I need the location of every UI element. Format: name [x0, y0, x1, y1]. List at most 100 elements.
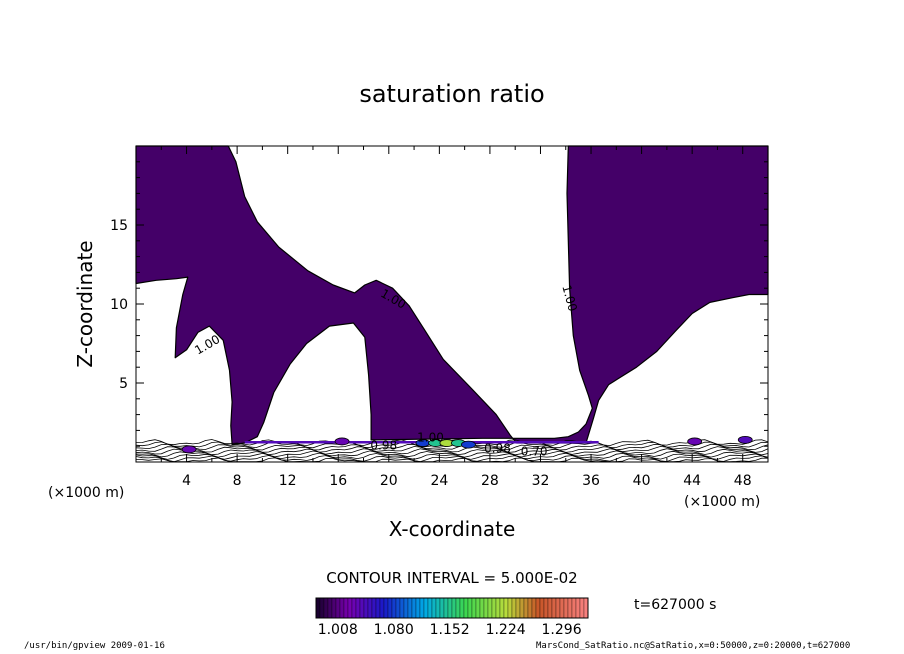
contour-interval-label: CONTOUR INTERVAL = 5.000E-02: [326, 569, 577, 587]
y-tick-label: 10: [110, 297, 128, 313]
colorbar-bin: [319, 597, 325, 619]
colorbar-bin: [543, 597, 549, 619]
footer-file-info: MarsCond_SatRatio.nc@SatRatio,x=0:50000,…: [536, 641, 851, 651]
colorbar-bin: [483, 597, 489, 619]
colorbar-bin: [367, 597, 373, 619]
colorbar-bin: [431, 597, 437, 619]
colorbar-bin: [519, 597, 525, 619]
chart-title: saturation ratio: [359, 80, 544, 108]
colorbar-bin: [411, 597, 417, 619]
colorbar-bin: [371, 597, 377, 619]
colorbar-bin: [475, 597, 481, 619]
colorbar-bin: [455, 597, 461, 619]
colorbar-bin: [391, 597, 397, 619]
colorbar-bin: [399, 597, 405, 619]
x-axis: 4 8 12 16 20 24 28 32 36 40 44 48: [160, 146, 752, 489]
colorbar-bin: [579, 597, 585, 619]
colorbar-bin: [331, 597, 337, 619]
colorbar-bin: [419, 597, 425, 619]
colorbar-bin: [463, 597, 469, 619]
colorbar-bin: [571, 597, 577, 619]
colorbar-bin: [379, 597, 385, 619]
colorbar-bin: [583, 597, 589, 619]
colorbar-bin: [327, 597, 333, 619]
colorbar-bin: [363, 597, 369, 619]
saturation-anomaly: [181, 445, 197, 454]
saturation-anomaly: [687, 437, 703, 446]
colorbar-bin: [407, 597, 413, 619]
colorbar-bin: [423, 597, 429, 619]
contour-fills: [135, 145, 769, 446]
contour-lines: [135, 435, 769, 463]
colorbar-bin: [539, 597, 545, 619]
x-tick-label: 4: [182, 473, 191, 489]
colorbar-bin: [335, 597, 341, 619]
colorbar-bin: [499, 597, 505, 619]
colorbar: 1.008 1.080 1.152 1.224 1.296: [315, 597, 589, 638]
colorbar-bin: [427, 597, 433, 619]
contour-label: 0.98: [370, 438, 397, 452]
contour-label: 0.70: [521, 445, 548, 459]
x-tick-label: 16: [329, 473, 347, 489]
colorbar-tick-label: 1.152: [430, 622, 470, 638]
x-tick-label: 36: [582, 473, 600, 489]
plot-area: 1.001.00 1.001.000.98 0.98 0.70: [135, 145, 769, 463]
contour-label: 1.00: [559, 284, 579, 313]
y-tick-label: 5: [119, 376, 128, 392]
contour-label: 0.98: [484, 442, 511, 456]
colorbar-tick-label: 1.080: [374, 622, 414, 638]
surface-contour-line: [135, 455, 769, 463]
colorbar-bin: [559, 597, 565, 619]
colorbar-bin: [535, 597, 541, 619]
colorbar-bin: [523, 597, 529, 619]
contour-label: 1.00: [417, 430, 444, 444]
colorbar-bin: [359, 597, 365, 619]
colorbar-bin: [395, 597, 401, 619]
surface-contour-line: [135, 450, 769, 458]
colorbar-bin: [495, 597, 501, 619]
colorbar-tick-label: 1.296: [542, 622, 582, 638]
x-tick-label: 20: [380, 473, 398, 489]
surface-contour-line: [135, 448, 769, 456]
x-tick-label: 8: [233, 473, 242, 489]
surface-contour-line: [135, 445, 769, 453]
colorbar-bin: [459, 597, 465, 619]
colorbar-bin: [503, 597, 509, 619]
y-tick-label: 15: [110, 218, 128, 234]
x-tick-label: 48: [734, 473, 752, 489]
colorbar-bin: [435, 597, 441, 619]
colorbar-bin: [351, 597, 357, 619]
colorbar-bin: [443, 597, 449, 619]
colorbar-bin: [491, 597, 497, 619]
colorbar-bin: [415, 597, 421, 619]
colorbar-tick-label: 1.224: [486, 622, 526, 638]
colorbar-bin: [507, 597, 513, 619]
supersaturated-region: [135, 145, 769, 446]
colorbar-bin: [515, 597, 521, 619]
saturation-anomaly: [334, 437, 350, 446]
colorbar-bin: [339, 597, 345, 619]
footer-program-info: /usr/bin/gpview 2009-01-16: [24, 641, 165, 651]
colorbar-bin: [563, 597, 569, 619]
colorbar-bin: [323, 597, 329, 619]
colorbar-bin: [467, 597, 473, 619]
time-label: t=627000 s: [634, 597, 716, 613]
x-tick-label: 28: [481, 473, 499, 489]
x-tick-label: 32: [532, 473, 550, 489]
x-unit-right: (×1000 m): [684, 494, 760, 510]
colorbar-tick-label: 1.008: [318, 622, 358, 638]
saturation-anomaly: [737, 435, 753, 444]
colorbar-bin: [347, 597, 353, 619]
colorbar-bin: [439, 597, 445, 619]
colorbar-bin: [403, 597, 409, 619]
colorbar-bin: [555, 597, 561, 619]
colorbar-bin: [447, 597, 453, 619]
colorbar-bin: [487, 597, 493, 619]
colorbar-bin: [315, 597, 321, 619]
x-axis-label: X-coordinate: [389, 517, 516, 541]
y-axis-label: Z-coordinate: [73, 240, 97, 367]
x-tick-label: 40: [633, 473, 651, 489]
colorbar-bin: [479, 597, 485, 619]
colorbar-bin: [551, 597, 557, 619]
